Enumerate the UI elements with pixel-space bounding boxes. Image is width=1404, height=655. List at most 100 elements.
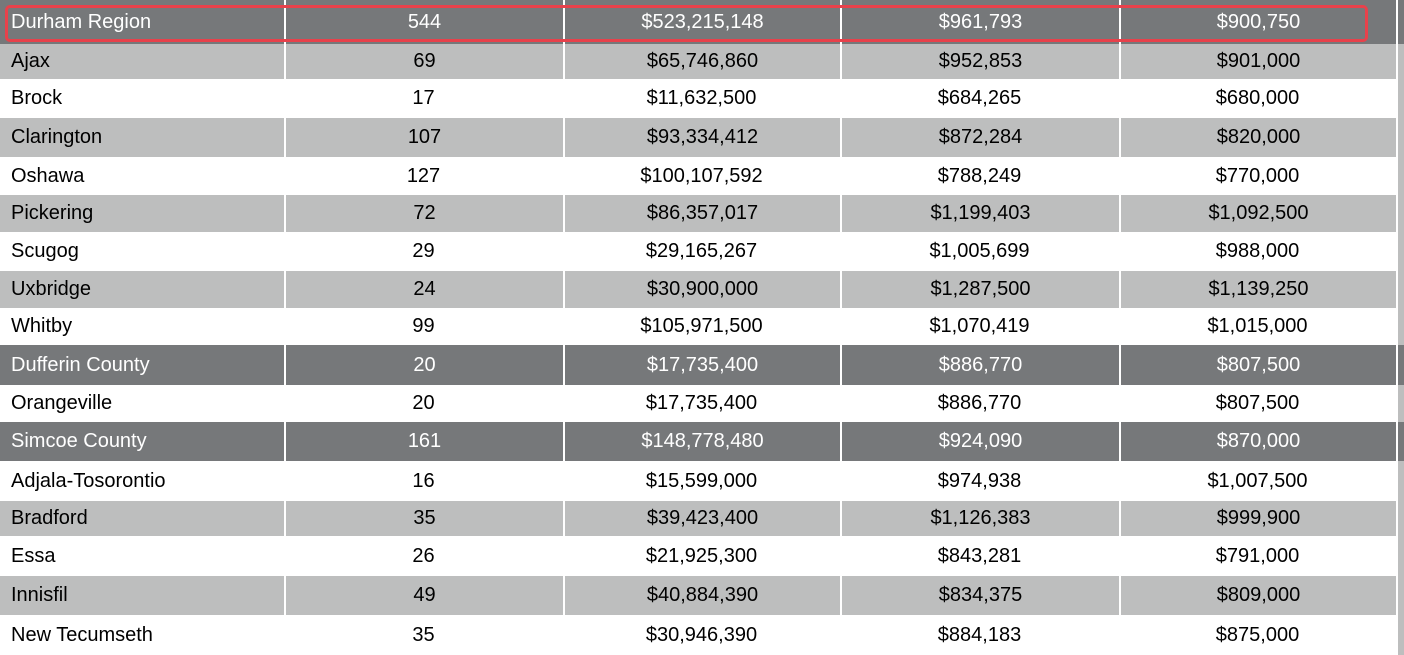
cell-name: Clarington <box>11 126 103 148</box>
cell-average: $1,070,419 <box>929 315 1030 337</box>
cell-total: $105,971,500 <box>640 315 763 337</box>
table-row: Ajax 69 $65,746,860 $952,853 $901,000 <box>0 44 1404 79</box>
cell-total: $148,778,480 <box>563 422 840 461</box>
table-row: Essa 26 $21,925,300 $843,281 $791,000 <box>0 536 1404 576</box>
cell-edge <box>1396 0 1404 44</box>
cell-edge <box>1396 576 1404 615</box>
cell-total: $29,165,267 <box>645 240 758 262</box>
cell-count: 49 <box>284 576 563 615</box>
cell-total: $30,946,390 <box>645 623 758 646</box>
cell-edge <box>1396 422 1404 461</box>
cell-edge <box>1396 271 1404 308</box>
cell-count: 99 <box>412 315 435 337</box>
cell-count: 29 <box>412 240 435 262</box>
cell-average: $886,770 <box>840 345 1119 385</box>
cell-count: 16 <box>412 469 435 492</box>
cell-median: $770,000 <box>1215 164 1300 187</box>
cell-average: $886,770 <box>937 392 1022 414</box>
cell-average: $974,938 <box>937 469 1022 492</box>
cell-average: $952,853 <box>840 44 1119 79</box>
cell-average: $872,284 <box>840 118 1119 157</box>
cell-count: 107 <box>284 118 563 157</box>
cell-edge <box>1396 195 1404 232</box>
cell-total: $100,107,592 <box>640 164 763 187</box>
cell-total: $15,599,000 <box>645 469 758 492</box>
cell-name: Dufferin County <box>11 353 150 376</box>
cell-median: $820,000 <box>1119 118 1396 157</box>
cell-average: $1,199,403 <box>840 195 1119 232</box>
cell-total: $17,735,400 <box>563 345 840 385</box>
cell-total: $523,215,148 <box>563 0 840 44</box>
table-row: Scugog 29 $29,165,267 $1,005,699 $988,00… <box>0 232 1404 271</box>
cell-edge <box>1396 501 1404 536</box>
cell-name: Innisfil <box>11 584 68 606</box>
cell-count: 35 <box>412 623 435 646</box>
table-row: Clarington 107 $93,334,412 $872,284 $820… <box>0 118 1404 157</box>
table-row: Bradford 35 $39,423,400 $1,126,383 $999,… <box>0 501 1404 536</box>
table-row: Uxbridge 24 $30,900,000 $1,287,500 $1,13… <box>0 271 1404 308</box>
table-row: Simcoe County 161 $148,778,480 $924,090 … <box>0 422 1404 461</box>
cell-count: 20 <box>284 345 563 385</box>
cell-count: 544 <box>284 0 563 44</box>
cell-edge <box>1396 615 1404 655</box>
cell-count: 24 <box>284 271 563 308</box>
table-row: Whitby 99 $105,971,500 $1,070,419 $1,015… <box>0 308 1404 345</box>
cell-median: $870,000 <box>1119 422 1396 461</box>
table-row: Durham Region 544 $523,215,148 $961,793 … <box>0 0 1404 44</box>
cell-total: $65,746,860 <box>563 44 840 79</box>
cell-name: Ajax <box>11 50 50 72</box>
cell-name: Essa <box>11 544 56 567</box>
cell-total: $93,334,412 <box>563 118 840 157</box>
cell-name: Orangeville <box>11 392 113 414</box>
table-row: Innisfil 49 $40,884,390 $834,375 $809,00… <box>0 576 1404 615</box>
cell-edge <box>1396 157 1404 195</box>
cell-average: $788,249 <box>937 164 1022 187</box>
cell-total: $40,884,390 <box>563 576 840 615</box>
table-row: New Tecumseth 35 $30,946,390 $884,183 $8… <box>0 615 1404 655</box>
cell-average: $1,126,383 <box>840 501 1119 536</box>
cell-count: 127 <box>406 164 441 187</box>
cell-total: $11,632,500 <box>646 87 757 109</box>
cell-total: $30,900,000 <box>563 271 840 308</box>
cell-median: $901,000 <box>1119 44 1396 79</box>
cell-median: $1,015,000 <box>1207 315 1308 337</box>
cell-median: $900,750 <box>1119 0 1396 44</box>
cell-name: Scugog <box>11 240 79 262</box>
cell-name: Brock <box>11 87 63 109</box>
cell-median: $1,092,500 <box>1119 195 1396 232</box>
cell-count: 20 <box>412 392 435 414</box>
cell-name: Oshawa <box>11 164 85 187</box>
table-row: Brock 17 $11,632,500 $684,265 $680,000 <box>0 79 1404 118</box>
cell-median: $999,900 <box>1119 501 1396 536</box>
cell-count: 161 <box>284 422 563 461</box>
cell-total: $21,925,300 <box>645 544 758 567</box>
cell-median: $1,139,250 <box>1119 271 1396 308</box>
cell-edge <box>1396 79 1404 118</box>
cell-average: $834,375 <box>840 576 1119 615</box>
cell-median: $988,000 <box>1215 240 1300 262</box>
cell-count: 17 <box>412 87 435 109</box>
cell-edge <box>1396 44 1404 79</box>
cell-total: $39,423,400 <box>563 501 840 536</box>
cell-name: Adjala-Tosorontio <box>11 469 166 492</box>
cell-median: $875,000 <box>1215 623 1300 646</box>
cell-median: $1,007,500 <box>1207 469 1308 492</box>
cell-name: Pickering <box>11 202 94 224</box>
cell-name: Bradford <box>11 507 88 529</box>
cell-median: $807,500 <box>1119 345 1396 385</box>
cell-name: Uxbridge <box>11 278 92 300</box>
table-row: Pickering 72 $86,357,017 $1,199,403 $1,0… <box>0 195 1404 232</box>
cell-total: $86,357,017 <box>563 195 840 232</box>
table-row: Dufferin County 20 $17,735,400 $886,770 … <box>0 345 1404 385</box>
cell-median: $680,000 <box>1215 87 1300 109</box>
cell-count: 69 <box>284 44 563 79</box>
cell-name: Simcoe County <box>11 430 147 452</box>
cell-average: $843,281 <box>937 544 1022 567</box>
cell-name: Whitby <box>11 315 73 337</box>
cell-name: New Tecumseth <box>11 623 153 646</box>
cell-total: $17,735,400 <box>645 392 758 414</box>
cell-median: $809,000 <box>1119 576 1396 615</box>
cell-count: 26 <box>412 544 435 567</box>
cell-average: $1,005,699 <box>929 240 1030 262</box>
